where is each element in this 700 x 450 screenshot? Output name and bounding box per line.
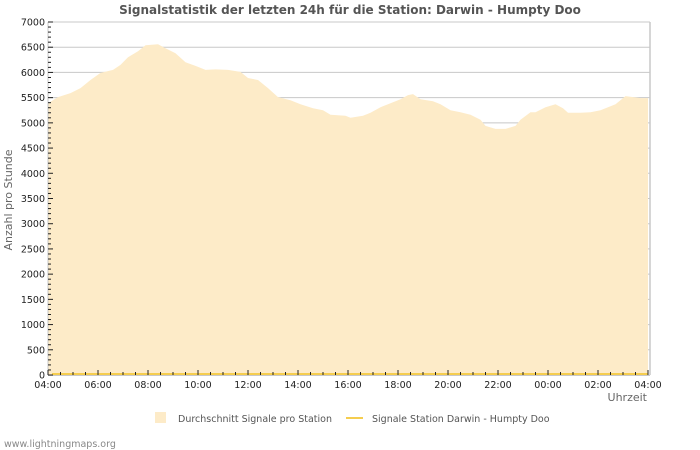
y-tick-label: 2000: [21, 270, 45, 281]
y-tick-label: 6500: [21, 43, 45, 54]
y-axis-title: Anzahl pro Stunde: [2, 149, 15, 250]
x-tick-label: 10:00: [184, 380, 211, 391]
legend: Durchschnitt Signale pro Station Signale…: [155, 412, 550, 425]
y-tick-label: 3000: [21, 219, 45, 230]
legend-area-swatch: [155, 412, 166, 423]
footer-link[interactable]: www.lightningmaps.org: [4, 439, 116, 450]
y-tick-label: 2500: [21, 244, 45, 255]
x-tick-label: 00:00: [534, 380, 561, 391]
y-tick-label: 4500: [21, 144, 45, 155]
average-signals-area: [48, 44, 648, 375]
x-tick-label: 06:00: [84, 380, 111, 391]
y-tick-label: 0: [39, 371, 45, 382]
chart-title: Signalstatistik der letzten 24h für die …: [119, 3, 581, 17]
y-tick-label: 1000: [21, 320, 45, 331]
x-axis: 04:00 06:00 08:00 10:00 12:00 14:00 16:00 18:00…: [34, 370, 662, 391]
x-tick-label: 02:00: [584, 380, 611, 391]
y-tick-label: 4000: [21, 169, 45, 180]
y-tick-label: 5000: [21, 118, 45, 129]
x-tick-label: 12:00: [234, 380, 261, 391]
y-tick-label: 5500: [21, 93, 45, 104]
y-tick-label: 3500: [21, 194, 45, 205]
legend-label-station: Signale Station Darwin - Humpty Doo: [372, 414, 550, 425]
x-tick-label: 04:00: [34, 380, 61, 391]
y-tick-label: 6000: [21, 68, 45, 79]
y-tick-label: 500: [27, 345, 45, 356]
x-axis-title: Uhrzeit: [608, 391, 648, 404]
x-tick-label: 16:00: [334, 380, 361, 391]
y-tick-label: 1500: [21, 295, 45, 306]
x-tick-label: 20:00: [434, 380, 461, 391]
y-axis: 0 500 1000 1500 2000 2500 3000 3500 4000 4500 5000…: [21, 18, 53, 382]
y-tick-label: 7000: [21, 18, 45, 29]
x-tick-label: 08:00: [134, 380, 161, 391]
x-tick-label: 18:00: [384, 380, 411, 391]
x-tick-label: 14:00: [284, 380, 311, 391]
x-tick-label: 04:00: [634, 380, 661, 391]
x-tick-label: 22:00: [484, 380, 511, 391]
legend-label-average: Durchschnitt Signale pro Station: [178, 414, 332, 425]
